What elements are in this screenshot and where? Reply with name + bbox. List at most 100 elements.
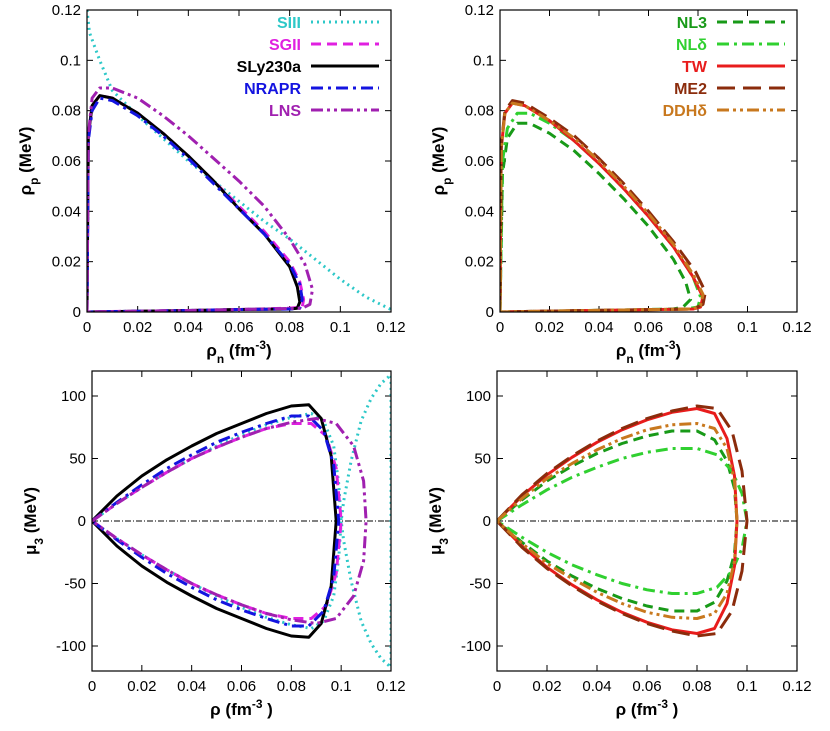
x-tick-label: 0.1 [737,678,758,695]
x-tick-label: 0.06 [632,678,661,695]
x-tick-label: 0.02 [532,678,561,695]
series-line-NL3 [500,121,693,312]
plot-frame [86,9,392,313]
x-tick-label: 0.04 [584,319,613,336]
x-tick-label: 0.02 [535,319,564,336]
plot-frame [91,370,392,672]
legend-label-LNS: LNS [269,103,301,120]
y-tick-label: 0.12 [465,2,494,19]
y-tick-label: -100 [56,638,86,655]
legend-label-NLδ: NLδ [676,37,707,54]
legend-label-ME2: ME2 [674,81,707,98]
series-line-DDHδ [497,422,739,620]
legend-label-DDHδ: DDHδ [663,103,708,120]
series-group [92,373,391,669]
series-group [500,99,707,312]
series-line-LNS [92,417,368,625]
x-tick-label: 0.06 [224,319,253,336]
series-line-SLy230a [92,403,338,639]
plot-frame [496,370,798,672]
y-tick-label: 0.12 [52,2,81,19]
y-tick-label: -50 [64,576,86,593]
x-tick-label: 0.08 [277,678,306,695]
x-tick-label: 0.08 [683,319,712,336]
series-line-TW [500,101,705,312]
y-tick-label: -100 [461,638,491,655]
y-tick-label: 0.08 [52,103,81,120]
y-tick-label: 0.06 [465,153,494,170]
chart-panel-top-right: 0 0.02 0.04 0.06 0.08 0.1 0.12 0 0.02 0.04 0.06 0.0… [429,2,812,366]
y-tick-label: 50 [69,451,86,468]
series-line-NRAPR [92,414,341,628]
series-line-SIII [92,373,391,669]
x-tick-label: 0.04 [177,678,206,695]
x-tick-label: 0.12 [782,678,811,695]
y-tick-label: 0.06 [52,153,81,170]
y-tick-label: 0.04 [52,203,81,220]
x-tick-label: 0.12 [376,319,405,336]
y-tick-label: 100 [61,388,86,405]
legend-label-NL3: NL3 [677,15,707,32]
x-axis-label: ρ (fm-3 ) [616,697,679,719]
y-axis-label: ρp (MeV) [429,127,454,196]
series-line-DDHδ [500,101,705,312]
series-line-TW [497,407,739,635]
y-tick-label: 0.08 [465,103,494,120]
series-group [497,404,749,638]
series-line-SLy230a [87,94,302,312]
legend-label-TW: TW [682,59,708,76]
x-tick-label: 0.1 [331,678,352,695]
legend-label-NRAPR: NRAPR [244,81,301,98]
y-tick-label: 0 [486,304,494,321]
legend-label-SLy230a: SLy230a [237,59,301,76]
x-tick-label: 0.04 [174,319,203,336]
chart-panel-bottom-right: 0 0.02 0.04 0.06 0.08 0.1 0.12 -100 -50 0 50 100 ρ (… [426,370,812,719]
x-axis-label: ρn (fm-3) [616,338,681,366]
y-tick-label: 0.02 [465,254,494,271]
y-tick-label: 0.1 [60,52,81,69]
x-axis-label: ρn (fm-3) [206,338,271,366]
x-tick-label: 0.12 [782,319,811,336]
x-tick-label: 0.04 [582,678,611,695]
series-line-SIII [87,10,391,311]
series-line-ME2 [500,99,707,312]
x-tick-label: 0.08 [682,678,711,695]
y-axis-label: ρp (MeV) [16,127,41,196]
y-tick-label: 0.02 [52,254,81,271]
series-line-SGII [87,94,306,312]
x-tick-label: 0 [493,678,501,695]
legend-label-SIII: SIII [277,15,301,32]
chart-panel-top-left: 0 0.02 0.04 0.06 0.08 0.1 0.12 0 0.02 0.04 0.06 0.0… [16,2,406,366]
y-axis-label: μ3 (MeV) [426,487,451,555]
y-tick-label: 0 [483,513,491,530]
x-axis-label: ρ (fm-3 ) [210,697,273,719]
y-tick-label: 100 [466,388,491,405]
series-line-LNS [87,86,314,312]
x-tick-label: 0.06 [634,319,663,336]
y-tick-label: 0.04 [465,203,494,220]
series-line-NLδ [500,111,702,312]
x-tick-label: 0.02 [127,678,156,695]
y-tick-label: 0 [73,304,81,321]
x-tick-label: 0.1 [330,319,351,336]
series-line-ME2 [497,404,749,638]
series-group [87,10,391,312]
x-tick-label: 0 [88,678,96,695]
x-tick-label: 0.02 [123,319,152,336]
y-tick-label: 0 [78,513,86,530]
x-tick-label: 0.12 [376,678,405,695]
series-line-NRAPR [87,96,304,312]
x-tick-label: 0.08 [275,319,304,336]
x-tick-label: 0 [83,319,91,336]
y-tick-label: -50 [469,576,491,593]
x-tick-label: 0.1 [737,319,758,336]
y-axis-label: μ3 (MeV) [21,487,46,555]
x-tick-label: 0 [496,319,504,336]
chart-panel-bottom-left: 0 0.02 0.04 0.06 0.08 0.1 0.12 -100 -50 0 50 100 ρ (… [21,370,406,719]
plot-frame [499,9,798,313]
legend-label-SGII: SGII [269,37,301,54]
y-tick-label: 50 [474,451,491,468]
x-tick-label: 0.06 [227,678,256,695]
y-tick-label: 0.1 [473,52,494,69]
